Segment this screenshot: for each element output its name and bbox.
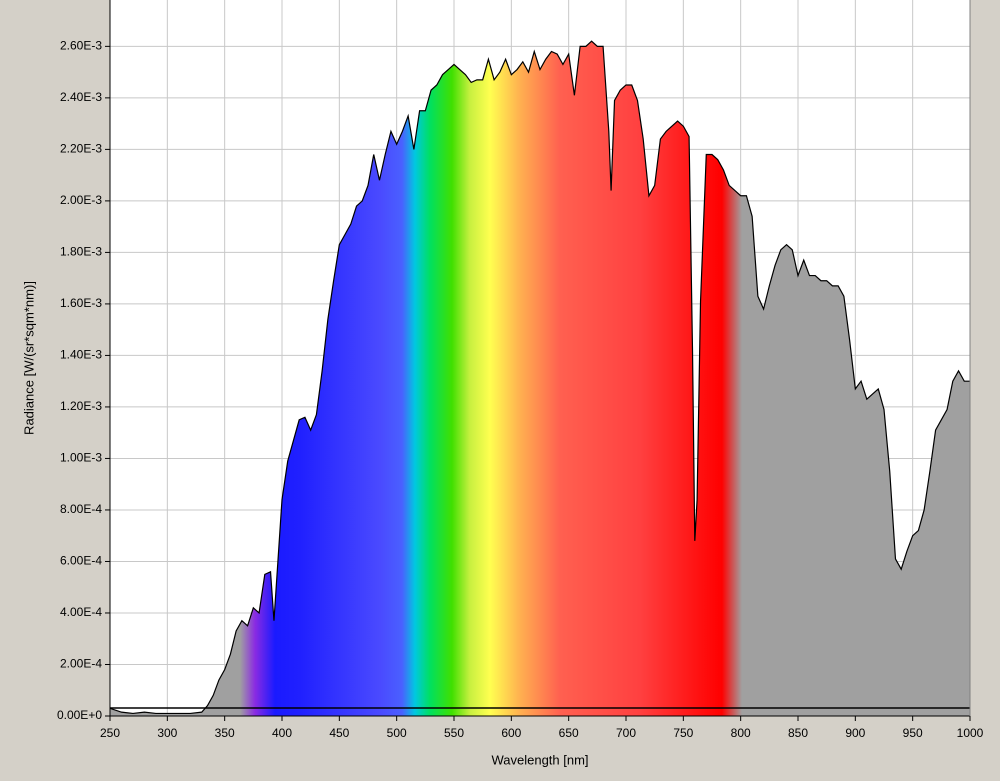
spectrum-line xyxy=(109,40,970,715)
x-tick-label: 450 xyxy=(329,726,349,740)
x-axis-title: Wavelength [nm] xyxy=(491,752,588,767)
spectrum-area xyxy=(110,41,970,716)
x-tick-label: 850 xyxy=(788,726,808,740)
y-axis-title: Radiance [W/(sr*sqm*nm)] xyxy=(21,281,36,435)
x-tick-label: 300 xyxy=(157,726,177,740)
y-tick-label: 4.00E-4 xyxy=(60,605,102,619)
x-tick-label: 750 xyxy=(673,726,693,740)
x-tick-label: 350 xyxy=(215,726,235,740)
y-tick-label: 1.60E-3 xyxy=(60,296,102,310)
x-tick-label: 700 xyxy=(616,726,636,740)
x-tick-label: 600 xyxy=(501,726,521,740)
y-tick-label: 2.60E-3 xyxy=(60,39,102,53)
y-tick-label: 1.80E-3 xyxy=(60,245,102,259)
y-tick-label: 6.00E-4 xyxy=(60,554,102,568)
y-tick-label: 1.00E-3 xyxy=(60,451,102,465)
x-tick-label: 250 xyxy=(100,726,120,740)
y-tick-label: 2.20E-3 xyxy=(60,142,102,156)
x-tick-label: 900 xyxy=(845,726,865,740)
y-tick-label: 2.00E-4 xyxy=(60,657,102,671)
x-tick-label: 500 xyxy=(387,726,407,740)
x-tick-label: 800 xyxy=(731,726,751,740)
y-tick-label: 1.40E-3 xyxy=(60,348,102,362)
x-tick-label: 1000 xyxy=(957,726,984,740)
y-tick-label: 8.00E-4 xyxy=(60,502,102,516)
y-tick-label: 2.40E-3 xyxy=(60,90,102,104)
y-tick-label: 0.00E+0 xyxy=(57,708,102,722)
y-tick-label: 2.00E-3 xyxy=(60,193,102,207)
y-tick-label: 1.20E-3 xyxy=(60,399,102,413)
x-tick-label: 400 xyxy=(272,726,292,740)
x-tick-label: 650 xyxy=(559,726,579,740)
x-tick-label: 550 xyxy=(444,726,464,740)
x-tick-label: 950 xyxy=(903,726,923,740)
